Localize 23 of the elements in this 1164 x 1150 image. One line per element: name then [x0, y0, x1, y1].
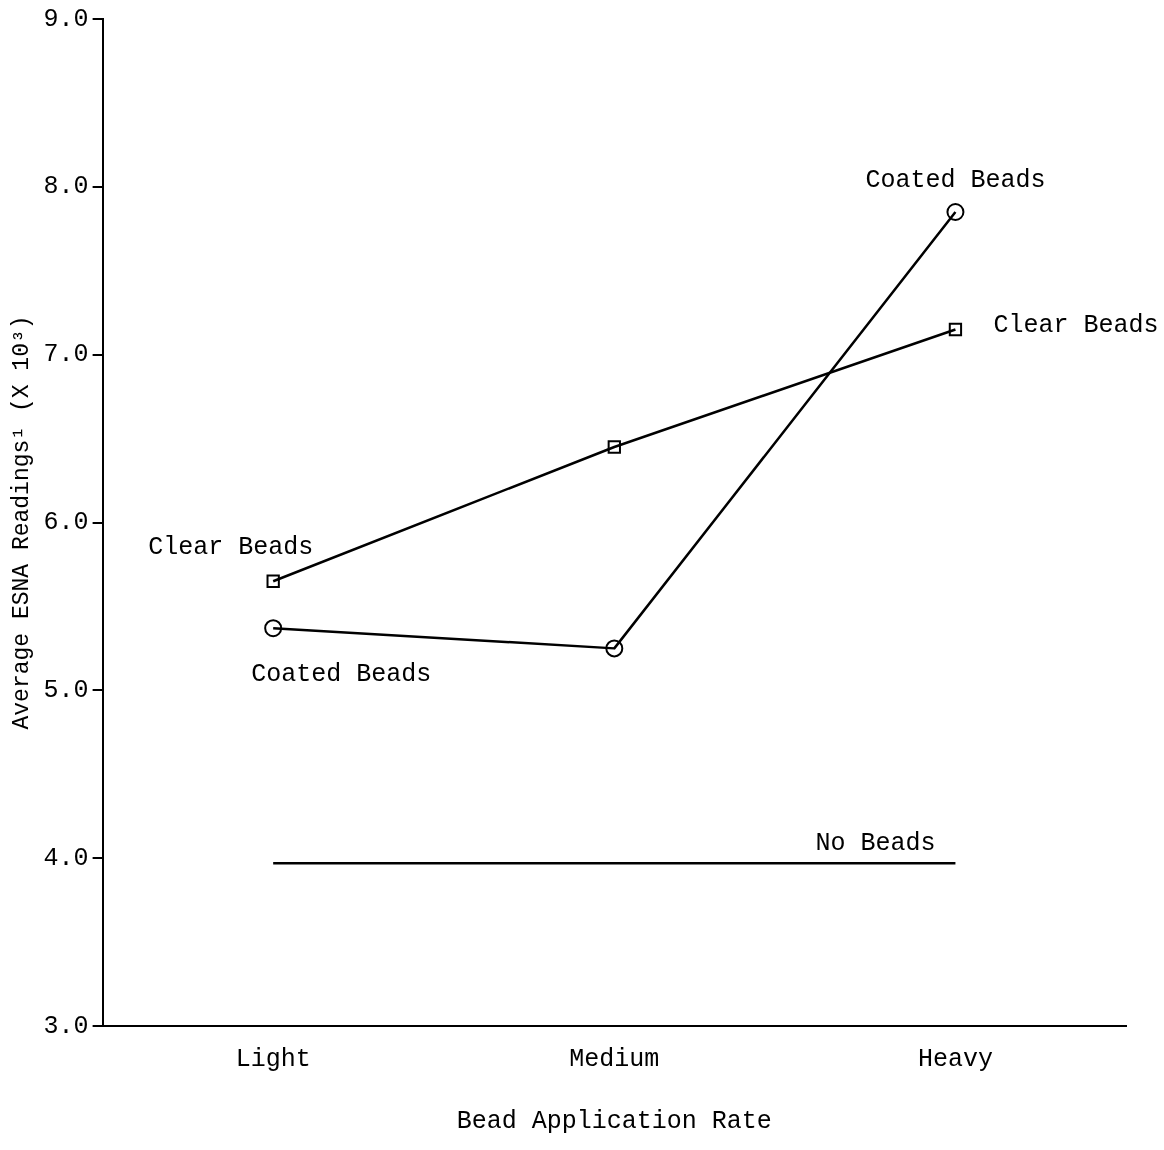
y-tick-label: 5.0: [43, 675, 89, 705]
point: [948, 322, 963, 337]
point: [266, 574, 280, 588]
annotation: Clear Beads: [148, 532, 314, 562]
point: [264, 619, 283, 638]
point: [605, 639, 624, 658]
point: [607, 440, 621, 454]
y-tick-label: 8.0: [43, 172, 89, 202]
series-label: No Beads: [815, 828, 936, 858]
series-label: Coated Beads: [865, 165, 1046, 195]
x-tick-label: Medium: [569, 1044, 660, 1074]
y-tick-label: 7.0: [43, 340, 89, 370]
x-tick-label: Heavy: [917, 1044, 993, 1074]
y-tick-label: 4.0: [43, 843, 89, 873]
y-axis-title: Average ESNA Readings¹ (X 10³): [8, 315, 35, 730]
x-axis-title: Bead Application Rate: [456, 1106, 772, 1136]
y-tick-label: 3.0: [43, 1011, 89, 1041]
y-tick-label: 6.0: [43, 508, 89, 538]
annotation: Coated Beads: [251, 659, 432, 689]
y-tick-label: 9.0: [43, 4, 89, 34]
x-tick-label: Light: [235, 1044, 311, 1074]
point: [946, 203, 965, 222]
series-label: Clear Beads: [993, 311, 1159, 341]
